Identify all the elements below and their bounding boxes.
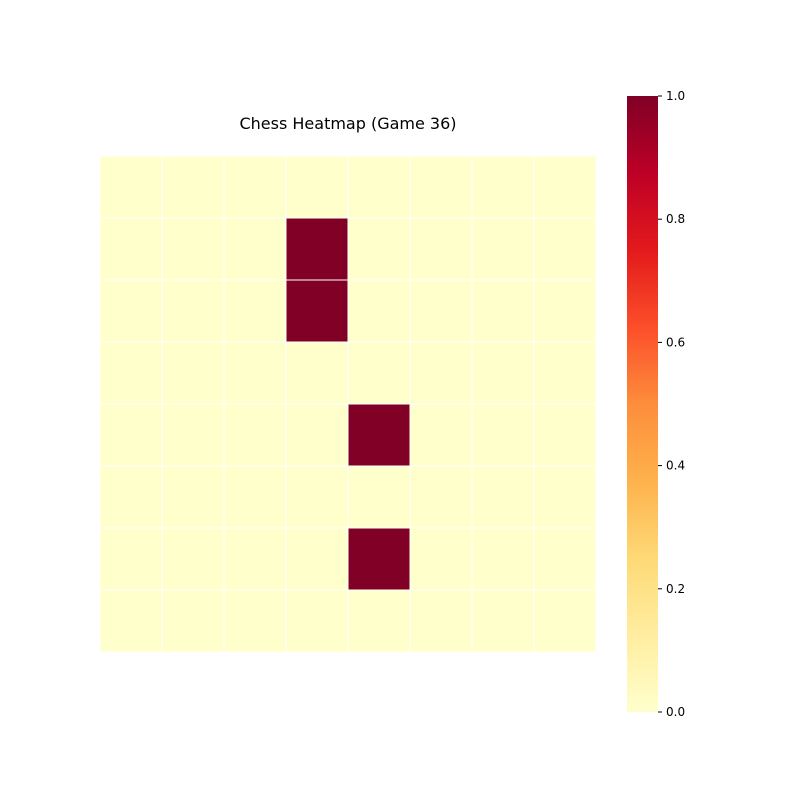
colorbar-tick-label: 0.2 xyxy=(666,582,685,596)
heatmap-cell xyxy=(409,465,473,529)
heatmap-cell xyxy=(99,279,163,343)
heatmap-cell xyxy=(223,341,287,405)
colorbar-gradient xyxy=(627,96,658,712)
heatmap-cell xyxy=(223,403,287,467)
heatmap-cell xyxy=(471,465,535,529)
heatmap-cell xyxy=(161,527,225,591)
heatmap-cell xyxy=(409,341,473,405)
colorbar-ticks: 0.0 0.2 0.4 0.6 0.8 1.0 xyxy=(658,89,685,719)
heatmap-cell xyxy=(99,217,163,281)
heatmap-cell xyxy=(223,589,287,653)
heatmap-cell xyxy=(533,465,597,529)
heatmap-cell xyxy=(99,589,163,653)
colorbar: 0.0 0.2 0.4 0.6 0.8 1.0 xyxy=(627,89,685,719)
heatmap-cell xyxy=(409,217,473,281)
heatmap-cell xyxy=(285,155,349,219)
heatmap-cell xyxy=(471,341,535,405)
heatmap-cell xyxy=(161,465,225,529)
heatmap-cell xyxy=(99,527,163,591)
heatmap-cell xyxy=(533,403,597,467)
heatmap-cell xyxy=(223,465,287,529)
heatmap-cell xyxy=(161,589,225,653)
heatmap-cell xyxy=(285,465,349,529)
heatmap-cell xyxy=(285,217,349,281)
heatmap-cell xyxy=(347,465,411,529)
heatmap-cell xyxy=(285,403,349,467)
heatmap-cell xyxy=(161,217,225,281)
colorbar-tick-label: 0.6 xyxy=(666,335,685,349)
heatmap-cell xyxy=(99,341,163,405)
heatmap-cell xyxy=(347,527,411,591)
heatmap-cell xyxy=(347,403,411,467)
heatmap-cell xyxy=(533,589,597,653)
heatmap-cell xyxy=(347,589,411,653)
heatmap-cell xyxy=(471,589,535,653)
heatmap-cell xyxy=(409,155,473,219)
heatmap-cell xyxy=(471,279,535,343)
heatmap-cell xyxy=(533,217,597,281)
heatmap-cell xyxy=(347,217,411,281)
heatmap-cell xyxy=(99,403,163,467)
heatmap-cell xyxy=(161,341,225,405)
heatmap-cell xyxy=(471,403,535,467)
heatmap-cell xyxy=(409,589,473,653)
heatmap-cell xyxy=(161,155,225,219)
heatmap-cell xyxy=(285,527,349,591)
heatmap-cell xyxy=(533,527,597,591)
heatmap-cell xyxy=(347,279,411,343)
heatmap-cell xyxy=(223,527,287,591)
heatmap-cell xyxy=(99,465,163,529)
heatmap-cell xyxy=(223,217,287,281)
heatmap-cell xyxy=(285,589,349,653)
heatmap-cell xyxy=(99,155,163,219)
heatmap-grid xyxy=(99,155,597,653)
colorbar-tick-label: 0.0 xyxy=(666,705,685,719)
chart-title: Chess Heatmap (Game 36) xyxy=(239,114,456,133)
heatmap-cell xyxy=(161,403,225,467)
heatmap-cell xyxy=(471,217,535,281)
heatmap-cell xyxy=(161,279,225,343)
heatmap-cell xyxy=(533,155,597,219)
heatmap-cell xyxy=(347,155,411,219)
heatmap-cell xyxy=(223,155,287,219)
heatmap-cell xyxy=(471,155,535,219)
heatmap-cell xyxy=(409,527,473,591)
colorbar-tick-label: 0.8 xyxy=(666,212,685,226)
heatmap-cell xyxy=(471,527,535,591)
heatmap-cell xyxy=(409,403,473,467)
colorbar-tick-label: 0.4 xyxy=(666,459,685,473)
heatmap-cell xyxy=(533,341,597,405)
heatmap-cell xyxy=(347,341,411,405)
heatmap-cell xyxy=(285,279,349,343)
colorbar-tick-label: 1.0 xyxy=(666,89,685,103)
heatmap-cell xyxy=(285,341,349,405)
heatmap-cell xyxy=(409,279,473,343)
heatmap-cell xyxy=(533,279,597,343)
heatmap-cell xyxy=(223,279,287,343)
